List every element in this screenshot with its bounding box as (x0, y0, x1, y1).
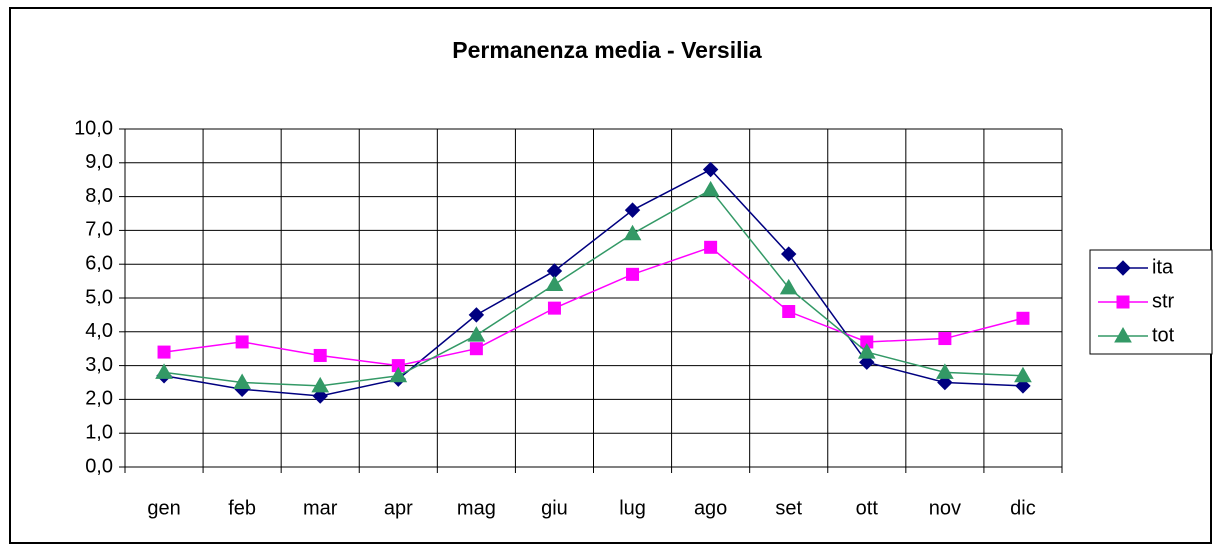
x-tick-label: mar (303, 497, 338, 519)
marker (469, 342, 483, 356)
chart-border (9, 7, 1212, 544)
x-tick-label: mag (457, 497, 496, 519)
x-tick-label: feb (228, 497, 256, 519)
marker (313, 348, 327, 362)
marker (1116, 295, 1130, 309)
y-tick-label: 0,0 (85, 455, 113, 477)
x-tick-label: nov (929, 497, 961, 519)
marker (1016, 311, 1030, 325)
series-line (163, 168, 1023, 397)
marker (779, 278, 798, 295)
marker (938, 332, 952, 346)
marker (311, 376, 330, 393)
marker (468, 307, 485, 323)
x-tick-label: ago (694, 497, 727, 519)
y-tick-label: 6,0 (85, 252, 113, 274)
marker (547, 301, 561, 315)
marker (467, 326, 486, 342)
marker (704, 240, 718, 254)
marker (702, 161, 719, 178)
y-tick-label: 2,0 (85, 388, 113, 410)
marker (157, 345, 171, 359)
marker (701, 180, 720, 197)
marker (389, 366, 408, 383)
marker (781, 246, 797, 262)
y-tick-label: 8,0 (85, 185, 113, 207)
y-tick-label: 3,0 (85, 354, 113, 376)
y-tick-label: 10,0 (74, 117, 113, 139)
chart-title: Permanenza media - Versilia (452, 37, 762, 63)
x-tick-label: set (775, 497, 802, 519)
x-tick-label: dic (1010, 497, 1036, 519)
marker (859, 354, 875, 370)
y-tick-label: 7,0 (85, 219, 113, 241)
marker (1015, 378, 1031, 394)
y-tick-label: 9,0 (85, 151, 113, 173)
legend-label: ita (1152, 256, 1174, 278)
marker (857, 343, 876, 359)
marker (312, 388, 328, 404)
marker (937, 374, 953, 391)
y-tick-label: 5,0 (85, 286, 113, 308)
marker (155, 363, 173, 379)
marker (235, 335, 249, 349)
x-tick-label: apr (384, 497, 413, 519)
marker (1115, 260, 1131, 276)
marker (545, 275, 564, 291)
series-line (163, 188, 1023, 387)
x-tick-label: gen (147, 497, 180, 519)
marker (1114, 326, 1132, 343)
marker (623, 224, 642, 241)
marker (624, 202, 641, 218)
y-tick-label: 1,0 (85, 421, 113, 443)
x-tick-label: lug (619, 497, 646, 519)
legend-label: tot (1152, 324, 1175, 346)
series-line (163, 246, 1024, 367)
marker (936, 363, 954, 379)
x-tick-label: giu (541, 497, 568, 519)
marker (233, 373, 251, 389)
marker (1014, 366, 1032, 383)
legend-label: str (1152, 290, 1175, 312)
x-tick-label: ott (856, 497, 879, 519)
marker (626, 267, 640, 281)
y-tick-label: 4,0 (85, 320, 113, 342)
marker (782, 305, 796, 319)
